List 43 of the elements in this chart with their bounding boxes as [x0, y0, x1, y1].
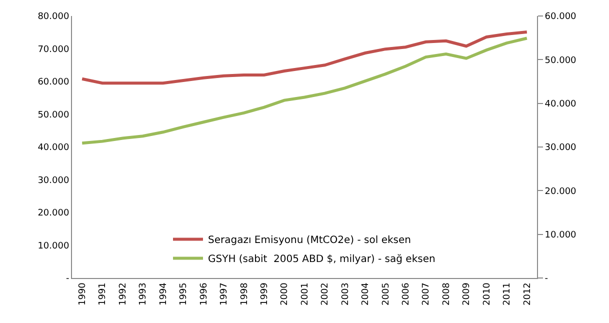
legend-label: Seragazı Emisyonu (MtCO2e) - sol eksen: [208, 235, 411, 246]
y2-tick-label: 10.000: [544, 230, 577, 240]
y2-tick-label: 30.000: [544, 143, 577, 154]
y-tick-label: 30.000: [38, 176, 70, 186]
x-tick-label: 1996: [199, 282, 210, 306]
x-tick-label: 1995: [179, 282, 190, 306]
x-tick-label: 1990: [78, 282, 88, 306]
legend-label: GSYH (sabit 2005 ABD $, milyar) - sağ eksen: [208, 254, 436, 266]
x-tick-label: 2003: [340, 282, 351, 306]
x-tick-label: 1993: [138, 282, 149, 306]
y2-tick-label: 40.000: [544, 99, 577, 110]
y2-tick-label: -: [544, 274, 548, 284]
x-tick-label: 2009: [462, 282, 472, 306]
y-tick-label: 80.000: [38, 12, 70, 22]
x-tick-label: 2005: [381, 282, 392, 306]
y-tick-label: 20.000: [38, 208, 70, 219]
x-tick-label: 1997: [220, 282, 230, 306]
x-tick-label: 2010: [482, 282, 492, 306]
x-tick-label: 2007: [422, 282, 432, 306]
x-tick-label: 2008: [442, 282, 452, 306]
x-tick-label: 2000: [280, 282, 290, 306]
x-tick-label: 2002: [320, 282, 331, 306]
x-tick-label: 1992: [118, 282, 128, 306]
y-tick-label: 50.000: [38, 110, 70, 120]
x-tick-label: 2012: [522, 282, 533, 306]
y2-tick-label: 60.000: [544, 12, 577, 22]
x-tick-label: 2001: [300, 282, 310, 306]
y-tick-label: 10.000: [38, 241, 70, 252]
x-tick-label: 1998: [240, 282, 250, 306]
y2-tick-label: 50.000: [544, 56, 577, 66]
x-tick-label: 2011: [502, 282, 513, 306]
x-tick-label: 1999: [260, 282, 270, 306]
x-tick-label: 1991: [98, 282, 108, 306]
x-tick-label: 2004: [361, 282, 372, 306]
y-tick-label: 60.000: [38, 78, 70, 88]
y-tick-label: 40.000: [38, 143, 70, 154]
x-tick-label: 1994: [158, 282, 169, 306]
y-tick-label: 70.000: [38, 44, 70, 55]
line-series: [80, 36, 528, 145]
line-series: [80, 30, 528, 85]
y-tick-label: -: [66, 274, 70, 284]
y2-tick-label: 20.000: [544, 186, 577, 197]
x-tick-label: 2006: [402, 282, 412, 306]
